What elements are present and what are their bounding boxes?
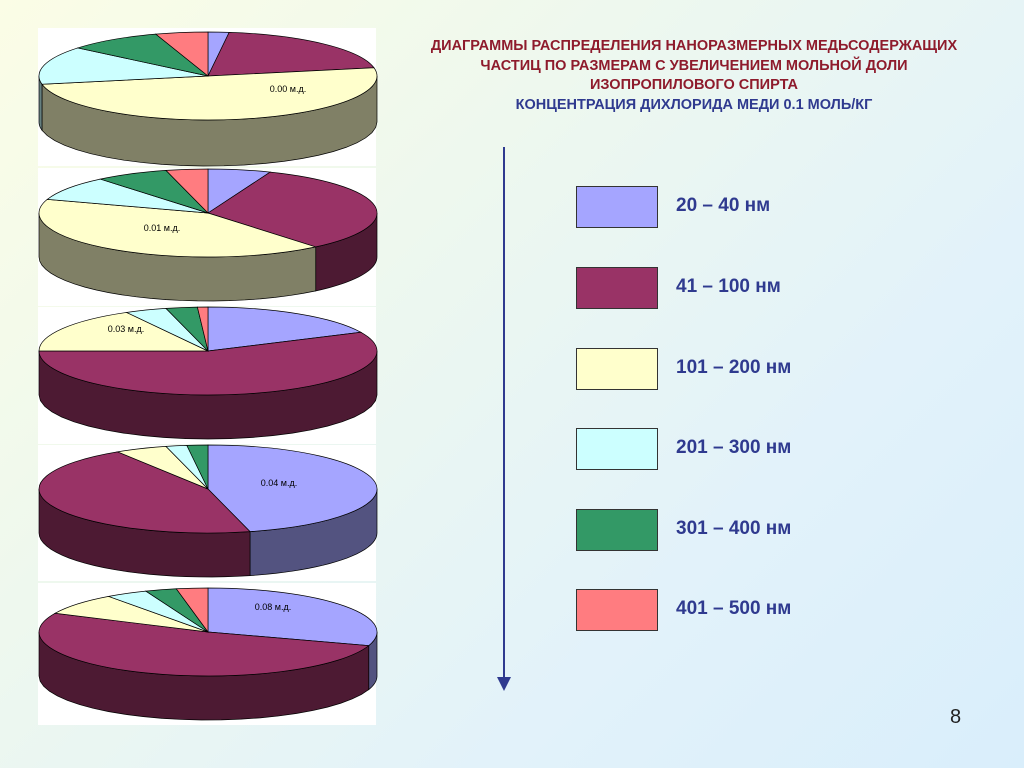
slide-title: ДИАГРАММЫ РАСПРЕДЕЛЕНИЯ НАНОРАЗМЕРНЫХ МЕ…	[384, 37, 1004, 115]
page-number: 8	[950, 706, 962, 728]
pie-1-label: 0.00 м.д.	[270, 84, 306, 94]
pie-4-label: 0.04 м.д.	[261, 478, 297, 488]
pie-3-slice-1	[207, 306, 363, 352]
legend-swatch	[576, 509, 658, 551]
legend-swatch	[576, 589, 658, 631]
title-line-3: ИЗОПРОПИЛОВОГО СПИРТА	[589, 77, 798, 93]
pie-1-slice-6	[154, 31, 209, 77]
legend-swatch	[576, 428, 658, 470]
legend-label: 201 – 300 нм	[676, 437, 792, 458]
pie-1-slice-3	[41, 67, 378, 121]
pie-5-label: 0.08 м.д.	[255, 602, 291, 612]
title-line-1: ДИАГРАММЫ РАСПРЕДЕЛЕНИЯ НАНОРАЗМЕРНЫХ МЕ…	[430, 38, 958, 54]
legend-swatch	[576, 267, 658, 309]
pie-3-slice-3	[38, 312, 209, 352]
trend-arrow-head	[497, 677, 511, 691]
legend-swatch	[576, 348, 658, 390]
pie-1-slice-4	[38, 47, 209, 85]
pie-2-slice-6	[165, 168, 209, 214]
pie-3-slice-2	[38, 331, 378, 396]
pie-4-slice-1	[207, 444, 378, 532]
legend-label: 401 – 500 нм	[676, 598, 792, 619]
pie-5-slice-1	[207, 587, 378, 646]
pie-2-label: 0.01 м.д.	[144, 223, 180, 233]
pie-5-slice-2	[38, 612, 370, 677]
pie-2-slice-3	[38, 199, 318, 258]
pie-2-slice-4	[46, 178, 209, 214]
title-line-4: КОНЦЕНТРАЦИЯ ДИХЛОРИДА МЕДИ 0.1 МОЛЬ/КГ	[515, 96, 873, 113]
legend-label: 41 – 100 нм	[676, 276, 781, 297]
pie-3-label: 0.03 м.д.	[108, 324, 144, 334]
pie-1-slice-2	[207, 31, 375, 77]
pie-2-slice-2	[207, 171, 378, 248]
pie-4-slice-2	[38, 451, 251, 534]
title-line-2: ЧАСТИЦ ПО РАЗМЕРАМ С УВЕЛИЧЕНИЕМ МОЛЬНОЙ…	[480, 57, 908, 74]
legend-label: 101 – 200 нм	[676, 357, 792, 378]
legend-swatch	[576, 186, 658, 228]
pie-4-slice-5	[186, 444, 209, 490]
pie-5-slice-6	[175, 587, 209, 634]
legend-label: 301 – 400 нм	[676, 518, 792, 539]
pie-3-slice-6	[196, 306, 209, 352]
pie-1-slice-5	[76, 33, 209, 77]
legend-label: 20 – 40 нм	[676, 195, 771, 216]
